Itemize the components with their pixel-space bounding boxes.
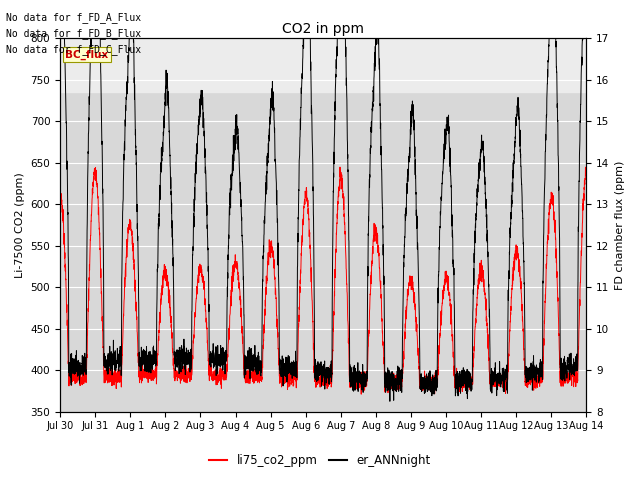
Title: CO2 in ppm: CO2 in ppm [282,22,364,36]
Bar [60,38,586,92]
Legend: li75_co2_ppm, er_ANNnight: li75_co2_ppm, er_ANNnight [205,449,435,472]
Text: BC_flux: BC_flux [65,49,109,60]
Text: No data for f_FD_C_Flux: No data for f_FD_C_Flux [6,44,141,55]
Text: No data for f_FD_A_Flux: No data for f_FD_A_Flux [6,12,141,23]
Y-axis label: FD chamber flux (ppm): FD chamber flux (ppm) [615,160,625,290]
Y-axis label: Li-7500 CO2 (ppm): Li-7500 CO2 (ppm) [15,172,25,278]
Text: No data for f_FD_B_Flux: No data for f_FD_B_Flux [6,28,141,39]
